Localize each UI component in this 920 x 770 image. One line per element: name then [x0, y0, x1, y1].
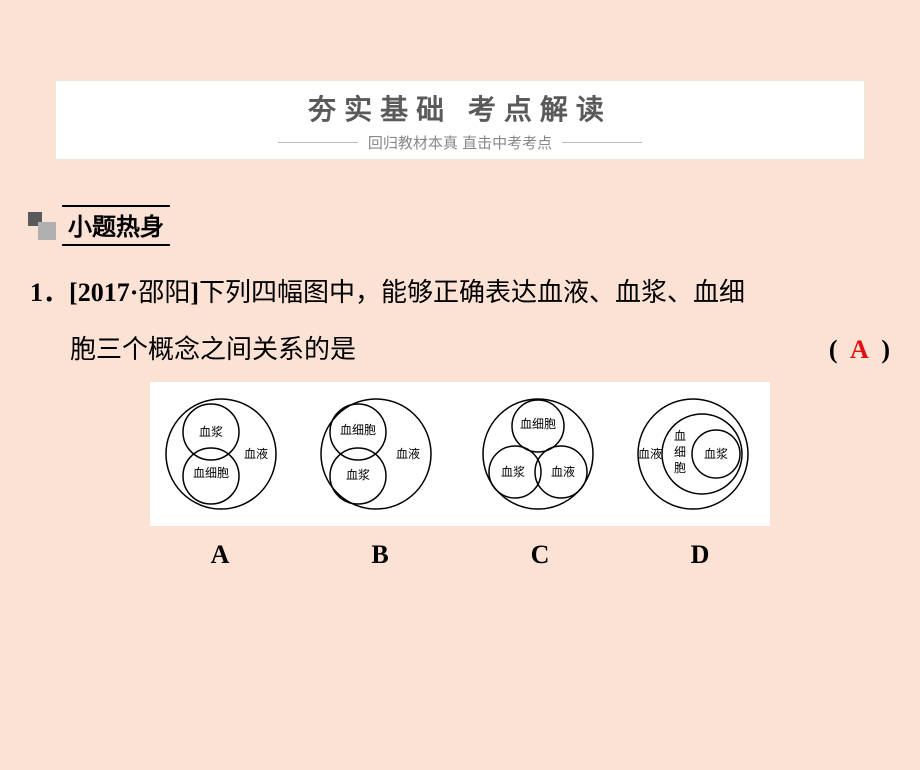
label-a-xuejiang: 血浆 [198, 424, 222, 439]
label-b-xueye: 血液 [395, 446, 419, 461]
label-d-xueye: 血液 [637, 446, 661, 461]
header-banner: 夯实基础 考点解读 回归教材本真 直击中考考点 [55, 80, 865, 160]
source-close: ] [190, 278, 199, 307]
paren-close: ) [881, 335, 890, 364]
label-d-xuejiang: 血浆 [703, 446, 727, 461]
diagram-container: 血浆 血细胞 血液 血细胞 血浆 血液 血细胞 血浆 血液 血 [150, 382, 770, 526]
label-a-xuexibao: 血细胞 [192, 466, 228, 480]
venn-d: 血液 血 细 胞 血浆 [618, 384, 768, 524]
venn-b: 血细胞 血浆 血液 [308, 384, 458, 524]
header-subtitle: 回归教材本真 直击中考考点 [268, 132, 652, 153]
label-c-xuejiang: 血浆 [500, 464, 524, 479]
venn-a: 血浆 血细胞 血液 [153, 384, 303, 524]
badge-icon [28, 212, 56, 240]
label-c-xueye: 血液 [550, 464, 574, 479]
option-b: B [305, 540, 455, 570]
label-a-xueye: 血液 [243, 446, 267, 461]
label-b-xuejiang: 血浆 [345, 467, 369, 482]
question-text: 1．[2017·邵阳]下列四幅图中，能够正确表达血液、血浆、血细 胞三个概念之间… [30, 264, 890, 378]
source-place: 邵阳 [138, 278, 190, 307]
source-open: [ [69, 278, 78, 307]
option-d: D [625, 540, 775, 570]
venn-c: 血细胞 血浆 血液 [463, 384, 613, 524]
answer-group: ( A ) [829, 321, 890, 378]
badge-text: 小题热身 [62, 205, 170, 246]
label-d-bao: 胞 [673, 461, 685, 475]
header-title: 夯实基础 考点解读 [308, 88, 612, 128]
label-c-xuexibao: 血细胞 [519, 417, 555, 431]
section-badge: 小题热身 [28, 205, 920, 246]
answer-letter: A [844, 335, 875, 364]
paren-open: ( [829, 335, 838, 364]
question-line2-row: 胞三个概念之间关系的是 ( A ) [70, 321, 890, 378]
option-labels: A B C D [140, 540, 780, 570]
option-a: A [145, 540, 295, 570]
question-line1: 下列四幅图中，能够正确表达血液、血浆、血细 [199, 278, 745, 307]
question-line2: 胞三个概念之间关系的是 [70, 321, 356, 378]
source-year: 2017· [78, 278, 139, 307]
label-d-xue: 血 [673, 429, 685, 443]
label-d-xi: 细 [673, 445, 685, 459]
option-c: C [465, 540, 615, 570]
question-block: 1．[2017·邵阳]下列四幅图中，能够正确表达血液、血浆、血细 胞三个概念之间… [30, 264, 890, 570]
question-number: 1． [30, 278, 69, 307]
label-b-xuexibao: 血细胞 [339, 423, 375, 437]
